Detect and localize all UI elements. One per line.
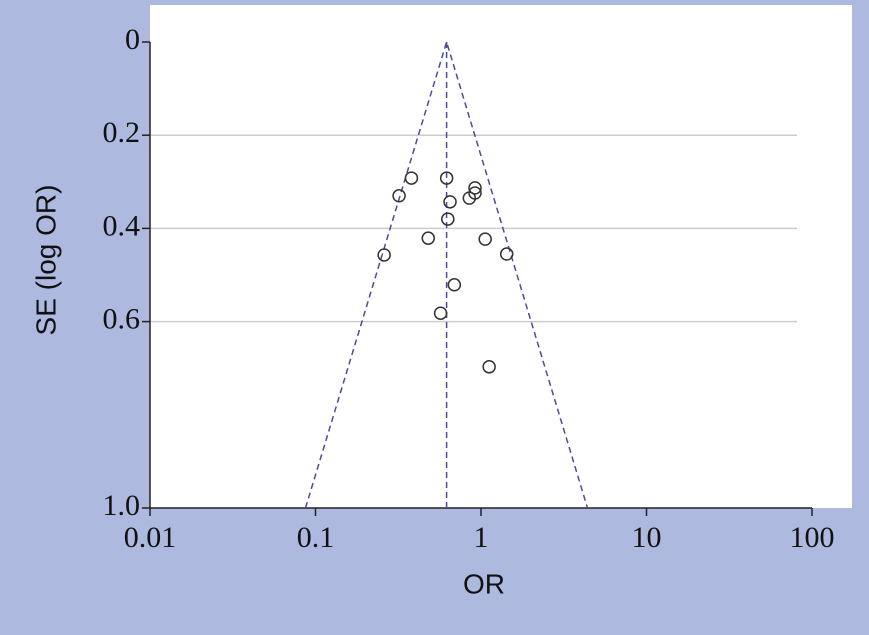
study-point	[478, 232, 492, 246]
x-tick-label: 1	[474, 521, 489, 554]
study-point	[421, 231, 435, 245]
study-point	[433, 306, 448, 320]
x-tick-label: 0.01	[124, 521, 177, 554]
y-tick-label: 0	[125, 23, 140, 56]
study-point	[499, 247, 514, 261]
study-point	[404, 171, 419, 185]
x-axis-title: OR	[463, 568, 505, 599]
study-point	[462, 191, 477, 205]
funnel-line	[304, 39, 589, 509]
study-point	[468, 181, 482, 195]
study-point	[441, 212, 455, 226]
study-point	[443, 195, 457, 209]
x-tick-label: 100	[790, 521, 835, 554]
study-point	[447, 278, 462, 292]
x-tick-label: 10	[632, 521, 662, 554]
study-point	[377, 248, 391, 262]
study-point	[439, 171, 454, 185]
study-point	[392, 189, 406, 203]
y-tick-label: 1.0	[103, 489, 141, 522]
y-tick-label: 0.2	[103, 116, 141, 149]
y-tick-label: 0.4	[103, 209, 141, 242]
x-tick-label: 0.1	[297, 521, 335, 554]
y-tick-label: 0.6	[103, 302, 141, 335]
y-axis-title: SE (log OR)	[30, 185, 61, 336]
study-point	[482, 360, 496, 374]
